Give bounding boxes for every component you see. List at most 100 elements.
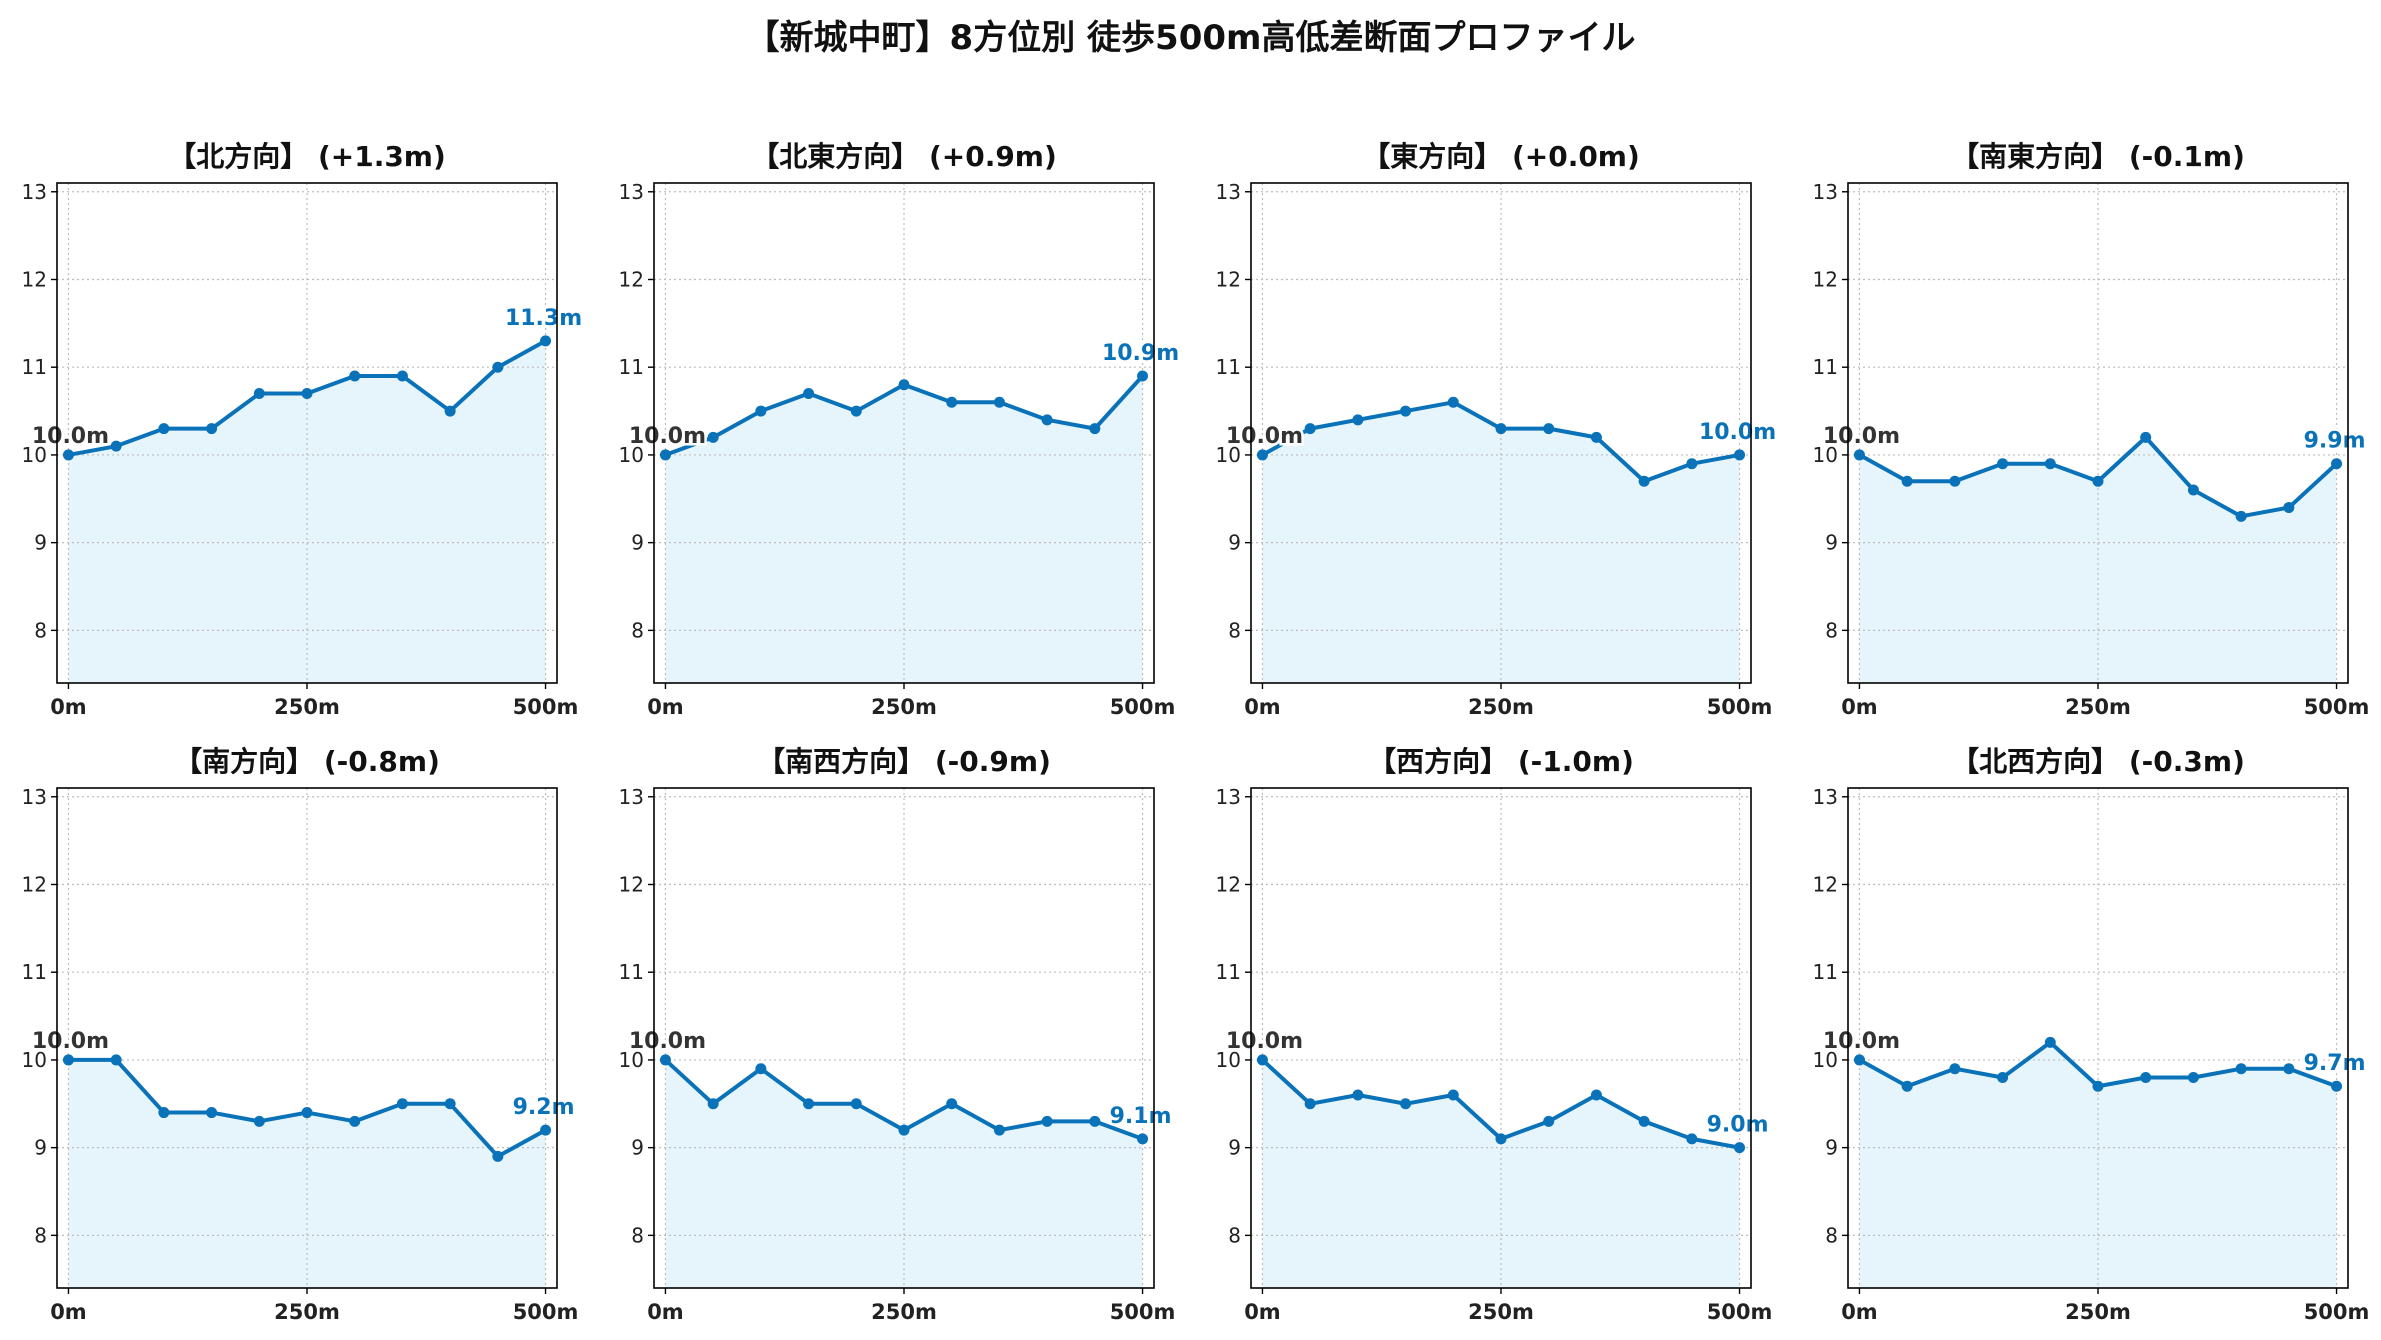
y-tick-label: 12 bbox=[22, 267, 47, 291]
data-point bbox=[1137, 370, 1149, 382]
data-point bbox=[993, 1124, 1005, 1136]
y-tick-label: 10 bbox=[619, 1048, 644, 1072]
chart-panel-7: 【西方向】 (-1.0m) 10.0m 9.0m 8 9 10 11 12 13 0m 250m 50… bbox=[1216, 745, 1773, 1324]
data-point bbox=[1495, 1133, 1507, 1145]
y-tick-label: 9 bbox=[1825, 531, 1838, 555]
data-point bbox=[2187, 484, 2199, 496]
data-point bbox=[1590, 1089, 1602, 1101]
data-point bbox=[946, 396, 958, 408]
x-tick-label: 500m bbox=[513, 1300, 579, 1324]
data-point bbox=[1447, 396, 1459, 408]
data-point bbox=[2235, 1063, 2247, 1075]
x-tick-label: 250m bbox=[871, 1300, 937, 1324]
end-value-label: 10.9m bbox=[1102, 341, 1179, 366]
start-value-label: 10.0m bbox=[1226, 1029, 1303, 1054]
data-point bbox=[898, 379, 910, 391]
data-point bbox=[206, 1107, 218, 1119]
chart-title: 【北西方向】 (-0.3m) bbox=[1951, 745, 2245, 778]
data-point bbox=[659, 449, 671, 461]
y-tick-label: 10 bbox=[1813, 443, 1838, 467]
chart-panel-4: 【南東方向】 (-0.1m) 10.0m 9.9m 8 9 10 11 12 13 0m 250m 5… bbox=[1813, 140, 2370, 719]
y-tick-label: 9 bbox=[1228, 531, 1241, 555]
area-fill bbox=[68, 340, 546, 683]
data-point bbox=[444, 1098, 456, 1110]
end-value-label: 9.9m bbox=[2304, 429, 2366, 454]
data-point bbox=[206, 423, 218, 435]
data-point bbox=[2140, 431, 2152, 443]
y-tick-label: 10 bbox=[1216, 1048, 1241, 1072]
y-tick-label: 13 bbox=[1216, 180, 1241, 204]
data-point bbox=[158, 423, 170, 435]
start-value-label: 10.0m bbox=[32, 424, 109, 449]
end-value-label: 9.2m bbox=[513, 1095, 575, 1120]
data-point bbox=[1901, 475, 1913, 487]
data-point bbox=[1638, 1115, 1650, 1127]
data-point bbox=[993, 396, 1005, 408]
y-tick-label: 11 bbox=[1216, 960, 1241, 984]
data-point bbox=[1543, 423, 1555, 435]
chart-panel-8: 【北西方向】 (-0.3m) 10.0m 9.7m 8 9 10 11 12 13 0m 250m 5… bbox=[1813, 745, 2370, 1324]
y-tick-label: 11 bbox=[1813, 355, 1838, 379]
data-point bbox=[301, 1107, 313, 1119]
y-tick-label: 11 bbox=[619, 355, 644, 379]
data-point bbox=[803, 1098, 815, 1110]
data-point bbox=[349, 370, 361, 382]
area-fill bbox=[1859, 1042, 2337, 1288]
data-point bbox=[540, 335, 552, 347]
data-point bbox=[1949, 1063, 1961, 1075]
data-point bbox=[349, 1115, 361, 1127]
data-point bbox=[1638, 475, 1650, 487]
end-value-label: 11.3m bbox=[505, 306, 582, 331]
y-tick-label: 10 bbox=[619, 443, 644, 467]
data-point bbox=[301, 388, 313, 400]
start-value-label: 10.0m bbox=[1823, 424, 1900, 449]
data-point bbox=[946, 1098, 958, 1110]
y-tick-label: 8 bbox=[631, 1223, 644, 1247]
chart-title: 【南西方向】 (-0.9m) bbox=[757, 745, 1051, 778]
y-tick-label: 12 bbox=[1216, 872, 1241, 896]
chart-panel-2: 【北東方向】 (+0.9m) 10.0m 10.9m 8 9 10 11 12 13 0m 250m… bbox=[619, 140, 1182, 719]
x-tick-label: 500m bbox=[2304, 1300, 2370, 1324]
data-point bbox=[755, 405, 767, 417]
y-tick-label: 12 bbox=[619, 872, 644, 896]
x-tick-label: 0m bbox=[1244, 1300, 1281, 1324]
y-tick-label: 8 bbox=[34, 1223, 47, 1247]
y-tick-label: 11 bbox=[1813, 960, 1838, 984]
data-point bbox=[1734, 1142, 1746, 1154]
data-point bbox=[755, 1063, 767, 1075]
data-point bbox=[1447, 1089, 1459, 1101]
data-point bbox=[2092, 1080, 2104, 1092]
y-tick-label: 13 bbox=[619, 180, 644, 204]
data-point bbox=[2140, 1071, 2152, 1083]
y-tick-label: 13 bbox=[22, 180, 47, 204]
x-tick-label: 250m bbox=[871, 695, 937, 719]
chart-title: 【南東方向】 (-0.1m) bbox=[1951, 140, 2245, 173]
y-tick-label: 10 bbox=[1813, 1048, 1838, 1072]
data-point bbox=[707, 1098, 719, 1110]
data-point bbox=[1997, 458, 2009, 470]
y-tick-label: 9 bbox=[1228, 1136, 1241, 1160]
y-tick-label: 12 bbox=[619, 267, 644, 291]
chart-panel-6: 【南西方向】 (-0.9m) 10.0m 9.1m 8 9 10 11 12 13 0m 250m 5… bbox=[619, 745, 1176, 1324]
data-point bbox=[1590, 431, 1602, 443]
chart-title: 【北方向】 (+1.3m) bbox=[168, 140, 446, 173]
data-point bbox=[396, 1098, 408, 1110]
data-point bbox=[1949, 475, 1961, 487]
data-point bbox=[1041, 414, 1053, 426]
y-tick-label: 8 bbox=[1825, 1223, 1838, 1247]
y-tick-label: 12 bbox=[1813, 267, 1838, 291]
x-tick-label: 0m bbox=[647, 1300, 684, 1324]
x-tick-label: 0m bbox=[1841, 1300, 1878, 1324]
x-tick-label: 500m bbox=[2304, 695, 2370, 719]
data-point bbox=[110, 1054, 122, 1066]
data-point bbox=[1304, 423, 1316, 435]
chart-panel-3: 【東方向】 (+0.0m) 10.0m 10.0m 8 9 10 11 12 13 0m 250m 5… bbox=[1216, 140, 1779, 719]
y-tick-label: 8 bbox=[1228, 618, 1241, 642]
x-tick-label: 500m bbox=[1707, 1300, 1773, 1324]
data-point bbox=[1352, 1089, 1364, 1101]
x-tick-label: 0m bbox=[1841, 695, 1878, 719]
data-point bbox=[898, 1124, 910, 1136]
data-point bbox=[2044, 1036, 2056, 1048]
data-point bbox=[1853, 1054, 1865, 1066]
y-tick-label: 9 bbox=[631, 1136, 644, 1160]
